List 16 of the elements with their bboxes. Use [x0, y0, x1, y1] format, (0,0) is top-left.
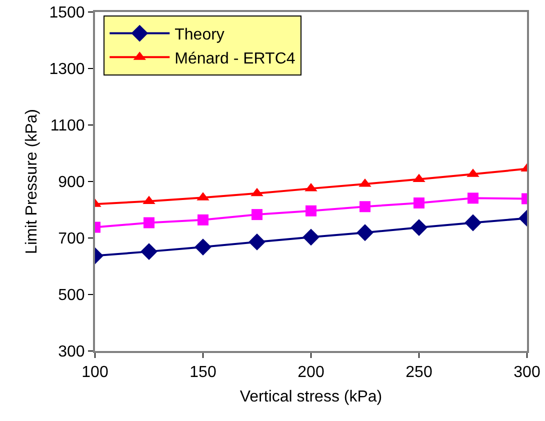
y-tick-label: 1100: [50, 118, 85, 135]
x-tick-label: 300: [514, 364, 540, 382]
legend-label: Theory: [174, 26, 224, 44]
x-axis-title: Vertical stress (kPa): [240, 388, 382, 406]
x-tick-label: 200: [298, 364, 324, 382]
y-tick-label: 700: [58, 230, 85, 248]
y-tick-label: 900: [58, 174, 85, 192]
y-tick-label: 300: [58, 344, 85, 361]
x-tick-label: 150: [190, 364, 216, 382]
y-tick-label: 1500: [49, 4, 85, 22]
y-axis-title: Limit Pressure (kPa): [24, 109, 41, 254]
legend-label: Ménard - ERTC4: [174, 50, 296, 68]
x-tick-label: 100: [82, 364, 108, 382]
x-tick-label: 250: [406, 364, 432, 382]
y-tick-label: 500: [58, 287, 85, 304]
y-tick-label: 1300: [49, 61, 85, 78]
